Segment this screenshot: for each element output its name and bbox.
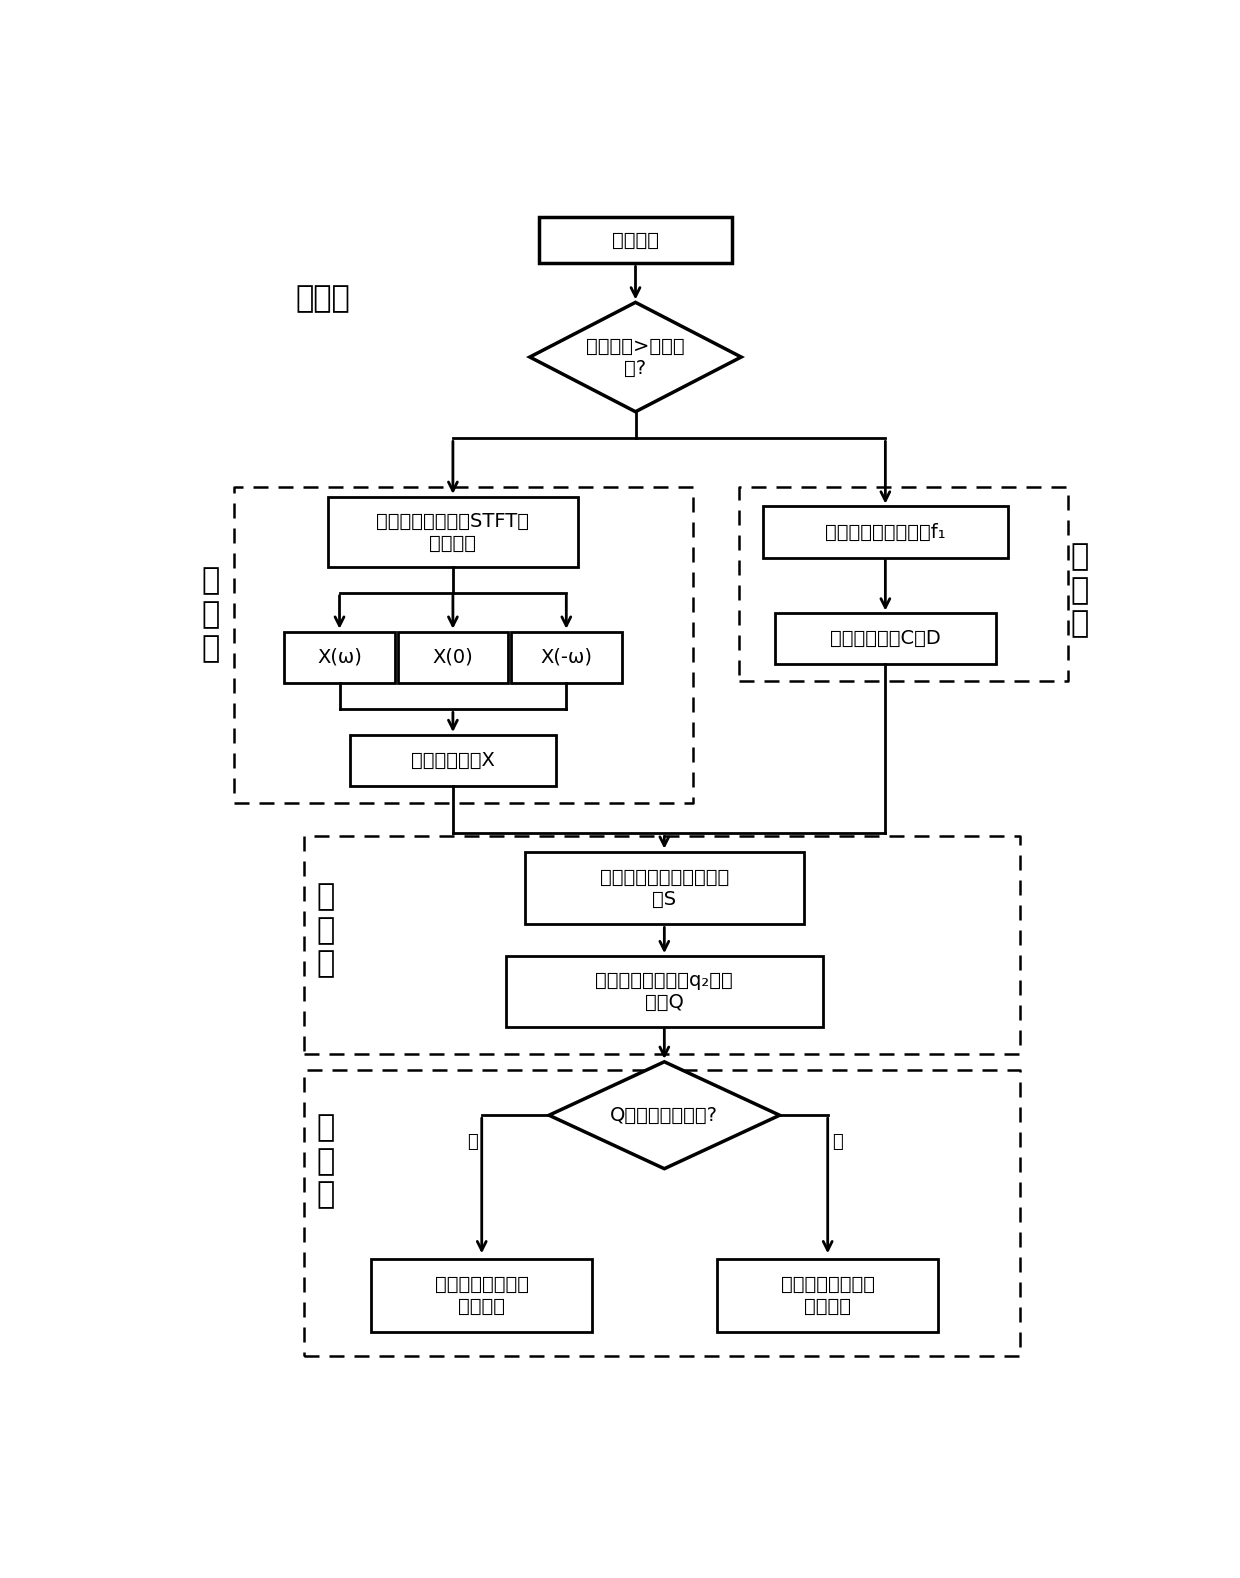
Text: 否: 否 <box>832 1133 843 1150</box>
Text: 构建离线矩阵C、D: 构建离线矩阵C、D <box>830 630 941 649</box>
Text: 采集信号: 采集信号 <box>613 230 658 249</box>
FancyBboxPatch shape <box>763 507 1008 557</box>
FancyBboxPatch shape <box>717 1259 939 1332</box>
FancyBboxPatch shape <box>539 218 732 264</box>
FancyBboxPatch shape <box>371 1259 593 1332</box>
Text: 计算二阶泰勒系数q₂及其
对数Q: 计算二阶泰勒系数q₂及其 对数Q <box>595 970 733 1011</box>
Text: 将设定频率作为基频f₁: 将设定频率作为基频f₁ <box>825 522 946 541</box>
Text: 步
骤
二: 步 骤 二 <box>202 567 219 663</box>
Text: 短时傅里叶变换（STFT）
计算相量: 短时傅里叶变换（STFT） 计算相量 <box>377 511 529 552</box>
FancyBboxPatch shape <box>327 497 578 567</box>
FancyBboxPatch shape <box>775 614 996 664</box>
Text: 步
骤
五: 步 骤 五 <box>317 882 335 978</box>
Text: 步
骤
四: 步 骤 四 <box>1070 543 1089 639</box>
FancyBboxPatch shape <box>350 735 557 786</box>
FancyBboxPatch shape <box>525 852 804 925</box>
Text: X(-ω): X(-ω) <box>541 647 593 666</box>
Polygon shape <box>529 303 742 412</box>
Polygon shape <box>549 1062 780 1169</box>
Text: 建立相量矩阵X: 建立相量矩阵X <box>410 751 495 770</box>
Text: X(0): X(0) <box>433 647 474 666</box>
Text: 步骤一: 步骤一 <box>296 284 351 312</box>
Text: 步
骤
六: 步 骤 六 <box>317 1114 335 1209</box>
FancyBboxPatch shape <box>284 631 394 683</box>
Text: 差动电流>制动电
流?: 差动电流>制动电 流? <box>587 336 684 377</box>
FancyBboxPatch shape <box>511 631 621 683</box>
FancyBboxPatch shape <box>506 956 823 1027</box>
Text: 识别为励磁涌流，
闭锁保护: 识别为励磁涌流， 闭锁保护 <box>435 1275 528 1316</box>
Text: 是: 是 <box>466 1133 477 1150</box>
Text: X(ω): X(ω) <box>317 647 362 666</box>
Text: 最小二乘求解泰勒导数矩
阵S: 最小二乘求解泰勒导数矩 阵S <box>600 868 729 909</box>
FancyBboxPatch shape <box>398 631 508 683</box>
Text: Q是否大于整定值?: Q是否大于整定值? <box>610 1106 718 1125</box>
Text: 识别为故障电流，
开放保护: 识别为故障电流， 开放保护 <box>781 1275 874 1316</box>
